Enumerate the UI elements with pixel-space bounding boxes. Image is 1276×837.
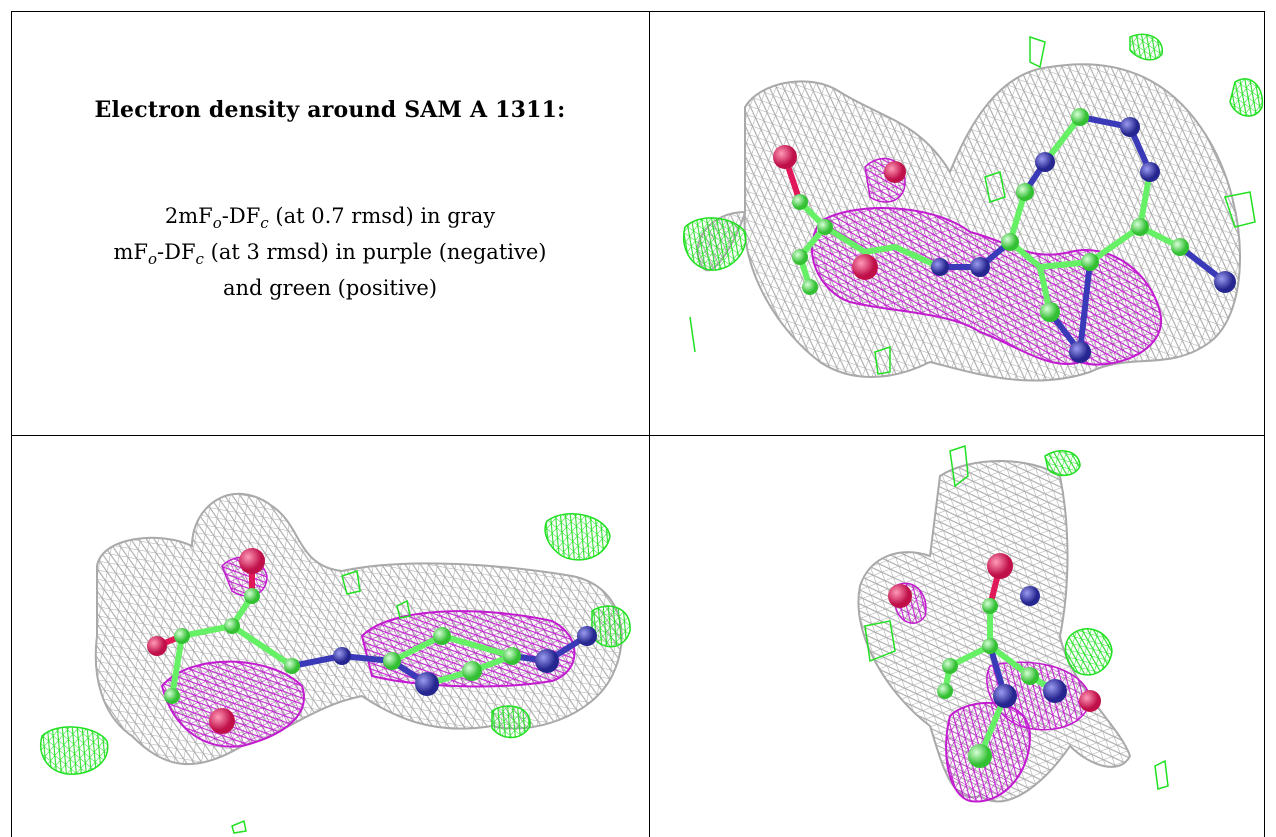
green-density-mesh	[40, 513, 631, 834]
density-view-bottom-right	[650, 436, 1264, 837]
density-view-top-right	[650, 12, 1264, 435]
table-border-row-divider	[11, 435, 1265, 436]
green-density-mesh	[864, 444, 1169, 790]
caption-line-gray: 2mFo-DFc (at 0.7 rmsd) in gray	[164, 204, 496, 233]
table-border-top	[11, 11, 1265, 12]
purple-density-mesh	[160, 556, 576, 748]
caption-line-purple: mFo-DFc (at 3 rmsd) in purple (negative)	[113, 240, 547, 269]
caption-cell: Electron density around SAM A 1311: 2mFo…	[11, 11, 649, 435]
table-border-right	[1264, 11, 1265, 837]
molecule-render-bottom-right	[857, 444, 1169, 803]
molecule-render-bottom-left	[40, 492, 631, 834]
caption-line-green: and green (positive)	[222, 276, 438, 301]
density-view-bottom-left	[12, 436, 649, 837]
green-density-mesh	[683, 33, 1264, 375]
figure-table: Electron density around SAM A 1311: 2mFo…	[11, 11, 1265, 837]
sam-molecule-atoms	[147, 548, 597, 734]
table-border-middle	[649, 11, 650, 837]
sam-molecule-atoms	[888, 553, 1101, 768]
caption-description: 2mFo-DFc (at 0.7 rmsd) in gray mFo-DFc (…	[11, 202, 649, 303]
table-border-left	[11, 11, 12, 837]
molecule-render-top-right	[683, 33, 1264, 382]
figure-title: Electron density around SAM A 1311:	[94, 97, 566, 123]
sam-molecule-atoms	[773, 108, 1236, 363]
